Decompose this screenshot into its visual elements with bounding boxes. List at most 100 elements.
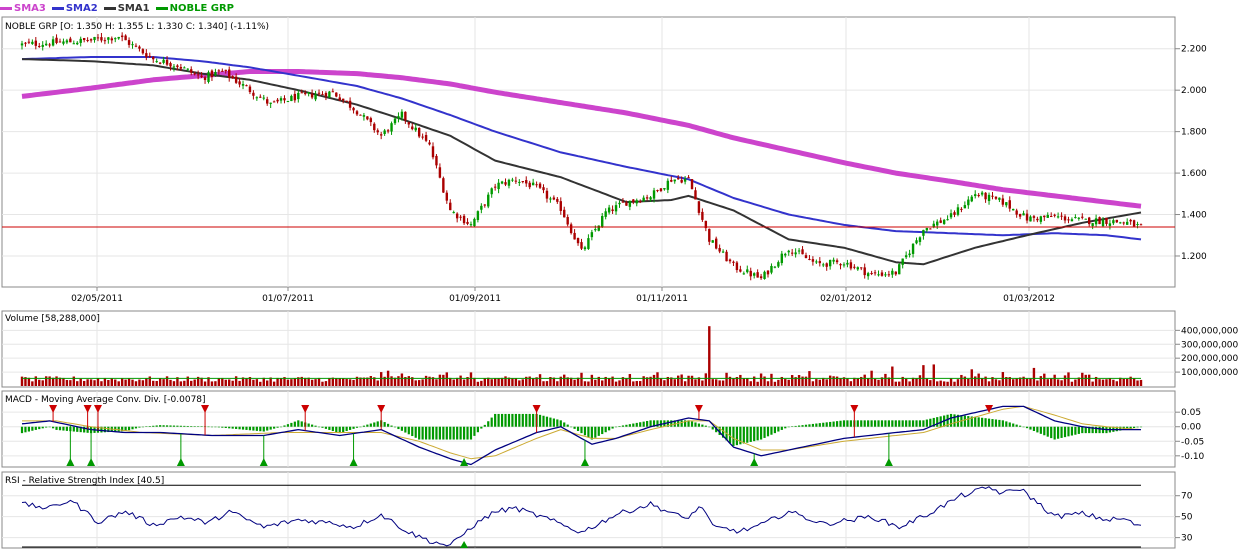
candle (929, 228, 932, 230)
candle (887, 270, 891, 277)
candle-body (1122, 222, 1125, 224)
candle-body (984, 192, 987, 200)
sell-marker (694, 405, 703, 413)
volume-bar (708, 326, 711, 386)
price-x-tick-label: 02/01/2012 (820, 294, 872, 304)
candle (780, 250, 784, 266)
volume-bar (82, 380, 86, 386)
macd-histogram-bar (183, 425, 186, 427)
candle (711, 239, 714, 243)
candle (397, 112, 400, 123)
candle-body (1087, 217, 1091, 225)
candle-body (898, 264, 901, 275)
candle-body (690, 179, 694, 190)
macd-histogram-bar (366, 424, 369, 427)
buy-marker (460, 458, 469, 466)
candle-body (528, 182, 531, 188)
candle-body (970, 196, 973, 202)
volume-bar (124, 379, 127, 386)
candle (1032, 214, 1036, 222)
volume-bar (338, 378, 341, 386)
volume-bar (866, 378, 870, 386)
macd-histogram-bar (494, 413, 497, 427)
candle (272, 100, 276, 103)
macd-histogram-bar (107, 426, 110, 433)
price-y-tick-label: 1.200 (1181, 252, 1207, 262)
candle (183, 66, 186, 69)
candle (815, 259, 818, 265)
volume-bar (393, 377, 397, 386)
macd-histogram-bar (210, 426, 214, 428)
buy-marker (87, 458, 96, 466)
candle-body (1108, 223, 1112, 226)
candle (687, 175, 690, 179)
candle-body (960, 208, 963, 210)
macd-histogram-bar (780, 426, 783, 430)
volume-bar (1008, 377, 1011, 386)
rsi-y-tick-label: 70 (1181, 492, 1193, 502)
volume-bar (1115, 381, 1119, 386)
candle-body (469, 224, 473, 226)
candle-body (949, 213, 953, 218)
volume-bar (324, 381, 328, 386)
candle (493, 183, 497, 191)
macd-histogram-bar (445, 426, 448, 440)
candle (165, 56, 169, 66)
candle-body (186, 68, 189, 70)
candle (1039, 215, 1043, 225)
volume-bar (207, 377, 210, 386)
candle-body (24, 42, 27, 44)
candle-body (480, 205, 483, 210)
candle-body (511, 179, 514, 181)
candle-body (424, 135, 428, 141)
volume-bar (732, 378, 735, 386)
candle (345, 100, 348, 103)
volume-bar (801, 376, 804, 386)
candle-body (673, 179, 676, 182)
candle (417, 127, 421, 139)
volume-bar (970, 369, 973, 386)
candle (169, 61, 172, 71)
candle-body (642, 197, 645, 202)
candle (480, 203, 483, 214)
volume-bar (131, 379, 134, 386)
candle (152, 56, 155, 63)
candle (469, 221, 473, 228)
volume-bar (645, 377, 649, 386)
candle-body (390, 123, 393, 132)
candle (373, 122, 376, 133)
candle (545, 187, 549, 203)
macd-histogram-bar (739, 426, 742, 445)
sell-marker (201, 405, 210, 413)
volume-bar (566, 377, 569, 386)
candle-body (601, 215, 604, 227)
volume-y-tick-label: 200,000,000 (1181, 354, 1239, 364)
legend-item-sma3: SMA3 (0, 3, 46, 14)
price-y-ticks: 2.200 2.000 1.800 1.600 1.400 1.200 (1175, 45, 1207, 262)
macd-histogram-bar (418, 426, 421, 440)
candle-body (980, 192, 984, 195)
macd-histogram-bar (649, 420, 652, 427)
macd-histogram-bar (352, 426, 355, 429)
macd-histogram-bar (255, 426, 258, 431)
macd-histogram-bar (245, 426, 248, 430)
candle (504, 178, 507, 187)
candle-body (203, 77, 207, 81)
macd-histogram-bar (48, 426, 51, 428)
macd-histogram-bar (490, 417, 493, 427)
macd-histogram-bar (124, 426, 127, 431)
candle-body (880, 272, 884, 276)
macd-histogram-bar (1050, 426, 1053, 439)
candle-body (1081, 216, 1084, 218)
macd-histogram-bar (556, 419, 559, 427)
candle (525, 176, 528, 187)
volume-bar (141, 380, 145, 386)
volume-bar (96, 378, 100, 386)
macd-histogram-bar (1088, 426, 1091, 434)
macd-histogram-bar (939, 416, 942, 427)
volume-bar (1039, 376, 1043, 386)
candle-body (518, 181, 521, 183)
price-x-ticks: 02/05/2011 01/07/2011 01/09/2011 01/11/2011… (71, 287, 1055, 304)
candle-body (359, 114, 362, 116)
candle-body (1139, 224, 1143, 226)
